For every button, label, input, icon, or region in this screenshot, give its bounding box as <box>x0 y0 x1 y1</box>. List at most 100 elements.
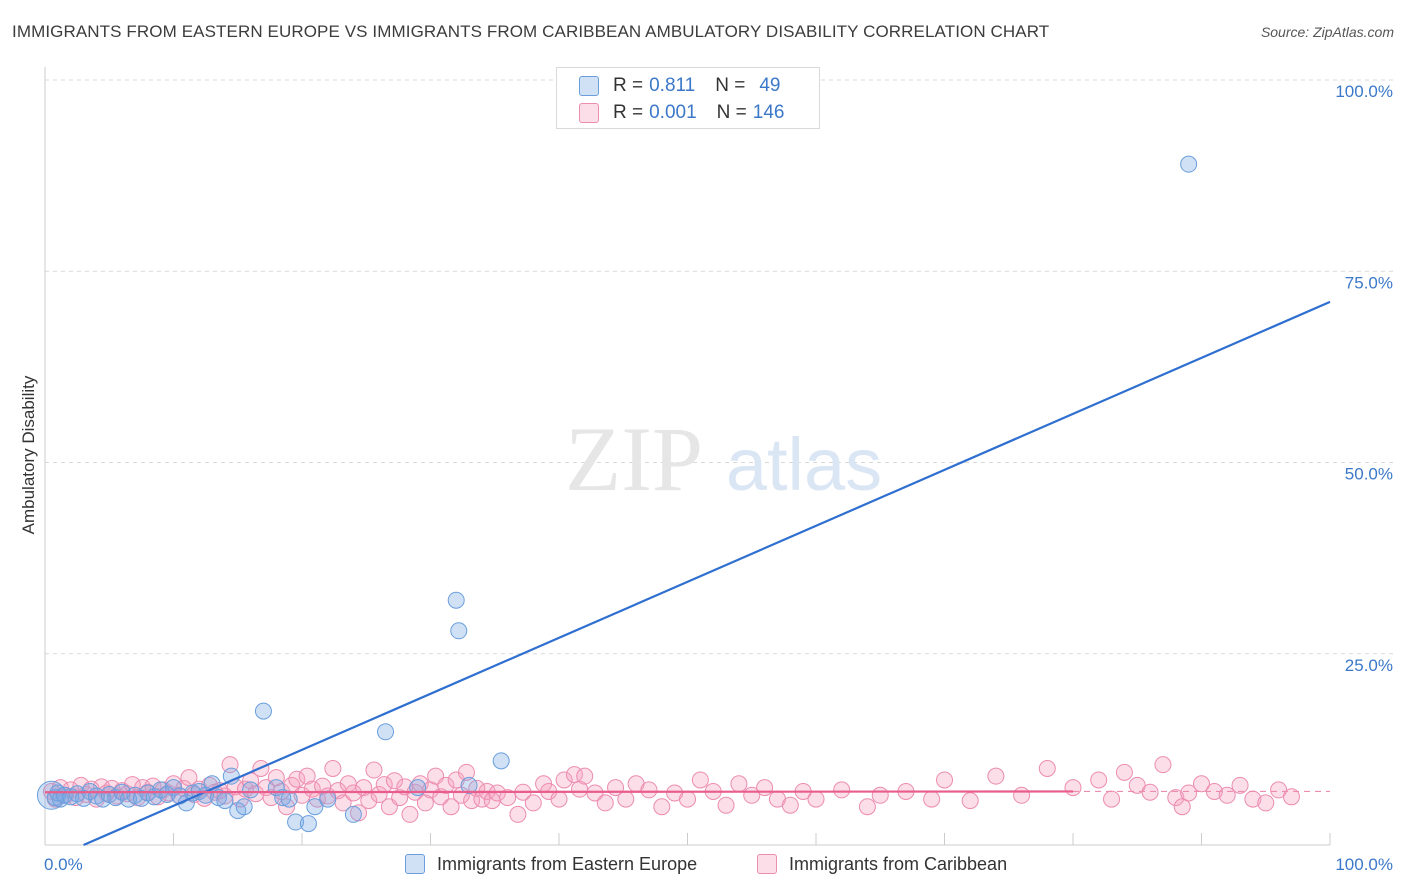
correlation-legend: R = 0.811 N = 49 R = 0.001 N = 146 <box>556 67 820 129</box>
legend-row-eastern-europe: R = 0.811 N = 49 <box>579 74 781 98</box>
caribbean-point <box>1193 775 1210 793</box>
pink-swatch <box>579 103 599 123</box>
caribbean-point <box>391 789 409 807</box>
caribbean-point <box>386 772 404 790</box>
caribbean-point <box>365 761 383 779</box>
caribbean-point <box>72 776 90 794</box>
caribbean-point <box>1141 783 1159 801</box>
caribbean-point <box>730 775 748 793</box>
caribbean-point <box>576 767 594 785</box>
eastern-europe-point <box>377 723 395 741</box>
y-tick-label: 75.0% <box>1345 273 1393 292</box>
caribbean-point <box>144 777 162 795</box>
caribbean-trend-line <box>44 790 1074 794</box>
watermark-zip: ZIP <box>565 408 703 510</box>
caribbean-point <box>1013 786 1031 804</box>
eastern-europe-trend-line <box>83 300 1331 847</box>
r-value: 0.001 <box>649 102 697 123</box>
caribbean-point <box>303 780 321 798</box>
chart-title: IMMIGRANTS FROM EASTERN EUROPE VS IMMIGR… <box>12 22 1050 41</box>
caribbean-point <box>923 790 941 808</box>
x-tick-label: 0.0% <box>44 855 83 874</box>
y-tick-label: 25.0% <box>1345 656 1393 675</box>
caribbean-point <box>1115 763 1133 781</box>
caribbean-point <box>653 798 671 816</box>
eastern-europe-point <box>299 815 317 833</box>
n-label: N = <box>716 102 747 123</box>
trend-lines <box>44 300 1331 847</box>
legend-item-eastern-europe[interactable]: Immigrants from Eastern Europe <box>405 852 697 876</box>
caribbean-point <box>1173 798 1191 816</box>
y-tick-label: 100.0% <box>1335 82 1393 101</box>
eastern-europe-point <box>75 789 93 807</box>
eastern-europe-point <box>274 789 292 807</box>
caribbean-point <box>987 767 1005 785</box>
caribbean-point <box>756 779 774 797</box>
caribbean-point <box>596 794 614 812</box>
eastern-europe-point <box>319 790 337 808</box>
caribbean-point <box>640 781 658 799</box>
eastern-europe-point <box>460 776 478 794</box>
eastern-europe-point <box>287 813 305 831</box>
caribbean-point <box>262 789 280 807</box>
caribbean-point <box>781 796 799 814</box>
caribbean-point <box>401 805 419 823</box>
caribbean-point <box>617 790 635 808</box>
eastern-europe-point <box>242 781 260 799</box>
eastern-europe-point <box>409 779 427 797</box>
r-value: 0.811 <box>649 75 696 96</box>
caribbean-point <box>370 786 388 804</box>
n-value: 49 <box>759 75 781 96</box>
watermark: ZIP atlas <box>565 408 882 510</box>
caribbean-point <box>457 763 475 781</box>
watermark-atlas: atlas <box>726 423 882 506</box>
caribbean-point <box>1257 794 1275 812</box>
legend-label: Immigrants from Caribbean <box>789 853 1008 874</box>
eastern-europe-point <box>1180 155 1198 173</box>
n-value: 146 <box>752 102 785 123</box>
caribbean-point <box>442 798 460 816</box>
legend-label: Immigrants from Eastern Europe <box>437 853 698 874</box>
eastern-europe-point <box>235 798 253 816</box>
source-label: Source: ZipAtlas.com <box>1260 24 1394 40</box>
eastern-europe-point <box>492 752 510 770</box>
caribbean-point <box>499 789 517 807</box>
caribbean-point <box>691 771 709 789</box>
caribbean-point <box>1282 788 1300 806</box>
caribbean-point <box>1064 779 1082 797</box>
y-axis-label: Ambulatory Disability <box>19 375 38 534</box>
caribbean-point <box>550 790 568 808</box>
caribbean-point <box>524 794 542 812</box>
eastern-europe-point <box>306 798 324 816</box>
caribbean-point <box>858 798 876 816</box>
caribbean-point <box>871 786 889 804</box>
caribbean-point <box>833 781 851 799</box>
caribbean-point <box>314 777 332 795</box>
caribbean-point <box>1038 760 1056 777</box>
blue-swatch <box>579 76 599 96</box>
eastern-europe-point <box>344 805 362 823</box>
eastern-europe-point <box>450 622 468 640</box>
caribbean-point <box>679 790 696 808</box>
caribbean-point <box>1103 790 1121 808</box>
caribbean-point <box>961 792 979 810</box>
legend-item-caribbean[interactable]: Immigrants from Caribbean <box>757 852 1007 876</box>
caribbean-point <box>936 771 953 789</box>
eastern-europe-point <box>447 591 465 609</box>
blue-swatch <box>405 854 425 874</box>
caribbean-point <box>509 805 527 823</box>
r-label: R = <box>613 75 644 96</box>
eastern-europe-point <box>254 702 272 720</box>
caribbean-point <box>555 771 573 789</box>
caribbean-point <box>1154 756 1172 774</box>
x-tick-label: 100.0% <box>1335 855 1393 874</box>
eastern-europe-point <box>280 790 298 808</box>
caribbean-point <box>416 794 434 812</box>
caribbean-point <box>437 776 455 794</box>
n-label: N = <box>715 75 746 96</box>
caribbean-point <box>1090 771 1108 789</box>
caribbean-point <box>586 784 604 802</box>
axes <box>44 67 1331 846</box>
caribbean-point <box>288 770 306 788</box>
